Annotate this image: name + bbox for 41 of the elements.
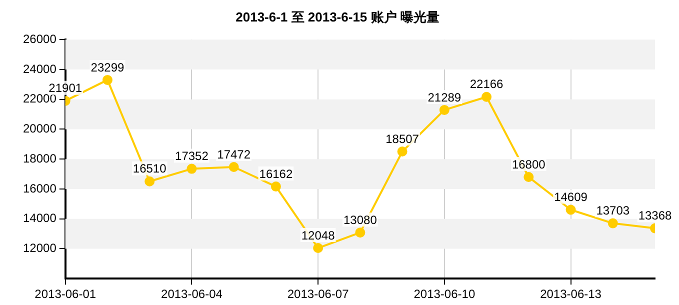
- point: [186, 164, 197, 174]
- x-tick-label: 2013-06-13: [540, 287, 602, 302]
- data-label: 16510: [132, 162, 167, 176]
- point: [355, 228, 366, 238]
- y-tick-label: 16000: [22, 181, 57, 196]
- data-label: 13368: [638, 208, 672, 223]
- point: [608, 218, 618, 228]
- y-tick-label: 20000: [22, 122, 57, 136]
- point: [270, 182, 281, 192]
- y-tick-label: 18000: [22, 151, 57, 166]
- data-label: 16800: [512, 157, 546, 172]
- x-tick-label: 2013-06-04: [161, 287, 223, 302]
- point: [313, 243, 324, 254]
- data-label: 14609: [554, 190, 588, 204]
- y-tick-label: 26000: [22, 32, 57, 46]
- point: [482, 92, 492, 102]
- point: [397, 146, 408, 157]
- point: [228, 162, 239, 172]
- data-label: 13703: [596, 204, 630, 218]
- chart-title: 2013-6-1 至 2013-6-15 账户 曝光量: [236, 9, 440, 24]
- data-label: 23299: [90, 60, 124, 74]
- point: [439, 104, 450, 115]
- data-label: 17472: [217, 147, 251, 162]
- x-tick-label: 2013-06-07: [287, 287, 350, 302]
- point: [144, 176, 155, 186]
- data-label: 21901: [48, 81, 82, 96]
- y-tick-label: 14000: [22, 211, 57, 226]
- data-label: 21289: [428, 90, 462, 104]
- data-label: 12048: [301, 228, 336, 242]
- data-label: 17352: [175, 149, 209, 164]
- point: [524, 172, 534, 182]
- point: [102, 74, 112, 85]
- data-label: 18507: [386, 132, 420, 146]
- data-label: 13080: [343, 212, 378, 227]
- data-label: 16162: [259, 166, 293, 181]
- x-tick-label: 2013-06-10: [414, 287, 476, 302]
- y-tick-label: 12000: [22, 241, 57, 256]
- x-tick-label: 2013-06-01: [34, 287, 96, 302]
- data-label: 22166: [470, 77, 504, 92]
- y-tick-label: 24000: [22, 62, 57, 76]
- point: [566, 204, 576, 215]
